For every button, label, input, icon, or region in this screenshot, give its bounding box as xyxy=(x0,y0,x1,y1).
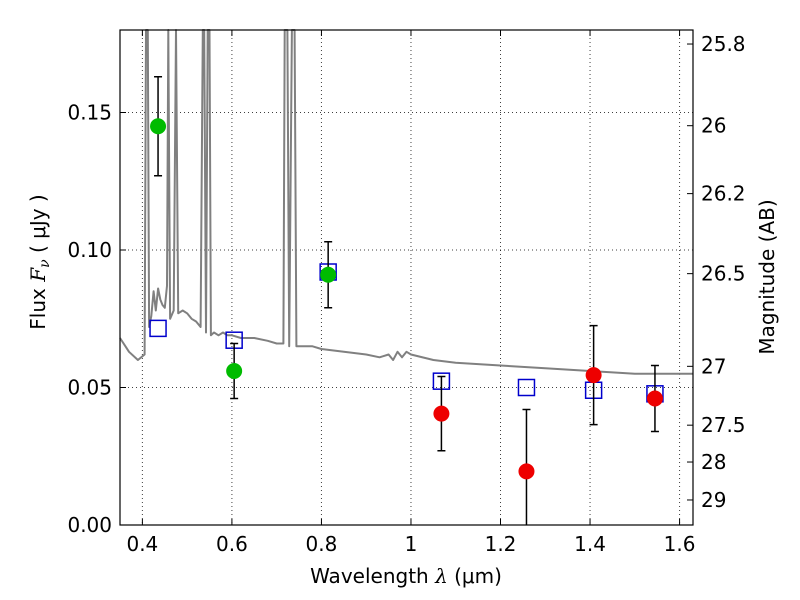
y-tick-label: 0.10 xyxy=(67,238,112,262)
data-point xyxy=(646,390,663,407)
y-tick-label: 0.05 xyxy=(67,376,112,400)
model-sed-line xyxy=(119,29,693,375)
axis-ticks: 0.4 0.6 0.8 1 1.2 1.4 1.6 0.00 0.05 0.10 0.15 25.8 2… xyxy=(67,30,746,556)
model-square-marker xyxy=(149,319,167,338)
y-tick-label: 0.15 xyxy=(67,101,112,125)
data-point xyxy=(226,363,243,379)
x-tick-label: 0.8 xyxy=(306,532,338,556)
right-tick-label: 26.2 xyxy=(701,182,746,206)
data-point xyxy=(433,405,450,422)
x-tick-label: 1.6 xyxy=(664,532,696,556)
x-tick-label: 0.6 xyxy=(216,532,248,556)
model-sed-layer xyxy=(119,29,693,375)
right-axis-label: Magnitude (AB) xyxy=(755,199,779,354)
x-axis-label: Wavelength λ (μm) xyxy=(310,564,502,588)
right-tick-label: 29 xyxy=(701,488,726,512)
right-tick-label: 26 xyxy=(701,114,726,138)
right-tick-label: 27.5 xyxy=(701,413,746,437)
right-tick-label: 25.8 xyxy=(701,32,746,56)
y-axis-label: Flux Fν ( μJy ) xyxy=(26,194,53,329)
data-point xyxy=(320,266,337,283)
data-point xyxy=(150,118,167,135)
y-tick-label: 0.00 xyxy=(67,513,112,537)
x-tick-label: 1 xyxy=(405,532,418,556)
right-tick-label: 28 xyxy=(701,450,726,474)
right-tick-label: 27 xyxy=(701,354,726,378)
x-tick-label: 0.4 xyxy=(126,532,158,556)
right-tick-label: 26.5 xyxy=(701,262,746,286)
x-tick-label: 1.2 xyxy=(485,532,517,556)
markers-layer xyxy=(149,76,664,525)
plot-frame xyxy=(119,29,694,526)
x-tick-label: 1.4 xyxy=(574,532,606,556)
data-point xyxy=(585,367,602,384)
grid-lines xyxy=(120,30,693,526)
model-square-marker xyxy=(517,378,536,397)
data-point xyxy=(518,463,535,480)
